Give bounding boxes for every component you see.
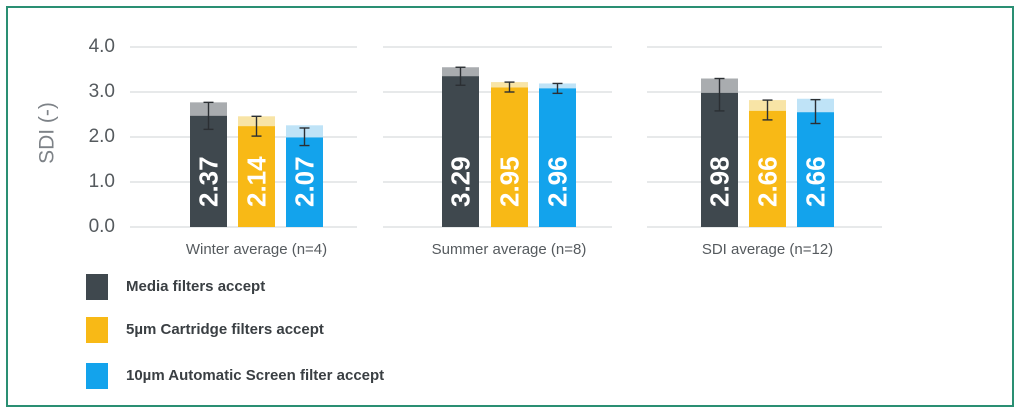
error-bar	[203, 101, 214, 131]
y-tick-label: 1.0	[89, 171, 115, 192]
error-bar	[455, 66, 466, 86]
y-tick-label: 4.0	[89, 36, 115, 57]
bar	[190, 115, 227, 227]
category-label: SDI average (n=12)	[702, 241, 833, 258]
bar	[749, 110, 786, 227]
error-bar	[762, 99, 773, 121]
legend-item: Media filters accept	[86, 274, 265, 300]
bars: 2.37 3.29 2.98 2.14 2.95 2.66 2.07 2.96 2.66	[190, 66, 834, 228]
legend-label: 10µm Automatic Screen filter accept	[126, 367, 384, 384]
data-label: 2.66	[801, 156, 831, 207]
bar	[286, 137, 323, 227]
error-bar	[299, 127, 310, 147]
error-bar	[552, 82, 563, 95]
data-label: 2.07	[290, 156, 320, 207]
y-tick-label: 3.0	[89, 81, 115, 102]
bar	[238, 126, 275, 227]
bar	[442, 76, 479, 227]
data-label: 2.14	[242, 156, 272, 207]
data-label: 2.95	[495, 156, 525, 207]
legend-item: 5µm Cartridge filters accept	[86, 317, 324, 343]
data-label: 3.29	[446, 156, 476, 207]
bar	[539, 88, 576, 228]
y-tick-label: 2.0	[89, 126, 115, 147]
error-bar	[251, 115, 262, 137]
y-axis-label: SDI (-)	[36, 102, 59, 164]
legend-swatch	[86, 317, 108, 343]
data-label: 2.37	[194, 156, 224, 207]
data-label: 2.96	[543, 156, 573, 207]
legend-swatch	[86, 274, 108, 300]
legend-swatch	[86, 363, 108, 389]
error-bar	[714, 77, 725, 112]
legend: Media filters accept 5µm Cartridge filter…	[86, 274, 384, 389]
error-bar	[810, 98, 821, 125]
data-label: 2.66	[753, 156, 783, 207]
bar	[797, 112, 834, 227]
y-tick-labels: 0.0 1.0 2.0 3.0 4.0	[89, 36, 115, 237]
bar	[491, 87, 528, 227]
legend-label: Media filters accept	[126, 278, 265, 295]
category-label: Winter average (n=4)	[186, 241, 327, 258]
bar	[701, 92, 738, 228]
legend-label: 5µm Cartridge filters accept	[126, 321, 324, 338]
chart-frame	[6, 6, 1014, 407]
category-labels: Winter average (n=4) Summer average (n=8)…	[186, 241, 833, 258]
category-label: Summer average (n=8)	[432, 241, 587, 258]
error-bar	[504, 81, 515, 93]
data-label: 2.98	[705, 156, 735, 207]
legend-item: 10µm Automatic Screen filter accept	[86, 363, 384, 389]
y-tick-label: 0.0	[89, 216, 115, 237]
